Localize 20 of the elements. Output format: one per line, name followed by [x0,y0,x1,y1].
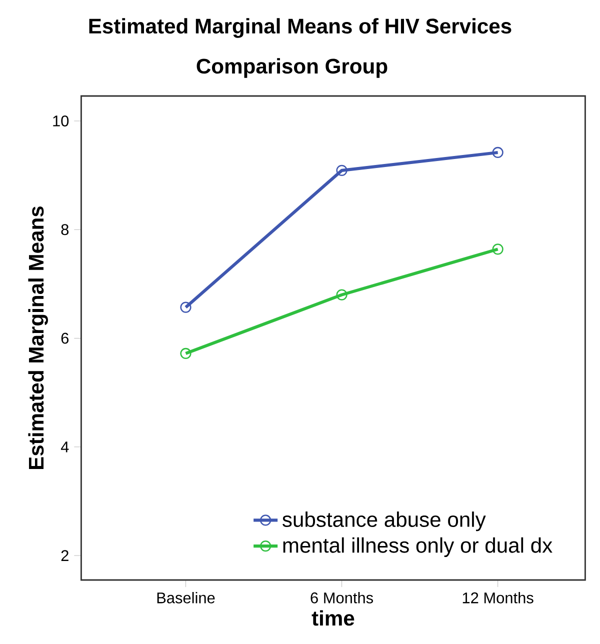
chart-title: Estimated Marginal Means of HIV Services [89,18,512,38]
point [180,302,192,313]
x-axis-title: time [312,610,354,626]
y-tick-label: 6 [61,332,69,344]
point [336,164,348,176]
x-tick-label: Baseline [157,592,215,604]
y-axis-title: Estimated Marginal Means [28,206,48,470]
legend-label: mental illness only or dual dx [283,537,552,557]
x-tick-label: 12 Months [462,592,534,604]
point [180,348,192,360]
chart-subtitle: Comparison Group [196,58,388,78]
y-tick-label: 4 [60,442,69,452]
y-tick-label: 8 [61,224,69,236]
point [492,146,504,158]
x-tick-label: 6 Months [310,592,373,604]
legend-label: substance abuse only [282,512,486,532]
point [336,289,348,300]
point [492,244,504,255]
y-tick-label: 10 [53,116,69,126]
y-tick-label: 2 [61,550,68,561]
